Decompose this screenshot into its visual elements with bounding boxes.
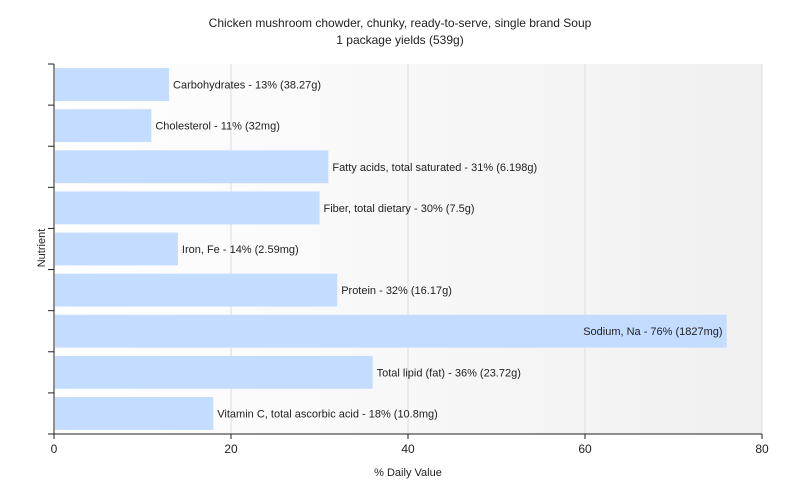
bar-label: Carbohydrates - 13% (38.27g) (173, 80, 321, 92)
x-tick-label: 40 (401, 442, 415, 456)
bar-labels: Carbohydrates - 13% (38.27g) Cholesterol … (155, 80, 722, 421)
x-tick-label: 60 (578, 442, 592, 456)
bar-label: Total lipid (fat) - 36% (23.72g) (377, 367, 521, 379)
bar-label: Sodium, Na - 76% (1827mg) (583, 326, 722, 338)
bar-label: Iron, Fe - 14% (2.59mg) (182, 244, 299, 256)
bar-label: Cholesterol - 11% (32mg) (155, 121, 280, 133)
bar-label: Vitamin C, total ascorbic acid - 18% (10… (217, 408, 437, 420)
bar (55, 355, 373, 389)
y-axis-title: Nutrient (36, 229, 48, 268)
bar (55, 191, 320, 225)
x-tick-label: 20 (224, 442, 238, 456)
x-tick-label: 80 (755, 442, 769, 456)
chart-subtitle: 1 package yields (539g) (336, 33, 463, 47)
bar (55, 109, 152, 143)
bar (55, 273, 338, 307)
bar (55, 68, 170, 101)
x-axis-title: % Daily Value (374, 467, 442, 479)
bar (55, 397, 214, 430)
bar-label: Fatty acids, total saturated - 31% (6.19… (332, 162, 537, 174)
bar (55, 232, 178, 266)
bar (55, 314, 727, 348)
x-tick-label: 0 (51, 442, 58, 456)
bar-label: Fiber, total dietary - 30% (7.5g) (324, 203, 475, 215)
bars (55, 68, 727, 430)
axes: 0 20 40 60 80 (48, 63, 769, 456)
chart-title: Chicken mushroom chowder, chunky, ready-… (209, 16, 592, 30)
bar (55, 150, 329, 184)
bar-label: Protein - 32% (16.17g) (341, 285, 452, 297)
